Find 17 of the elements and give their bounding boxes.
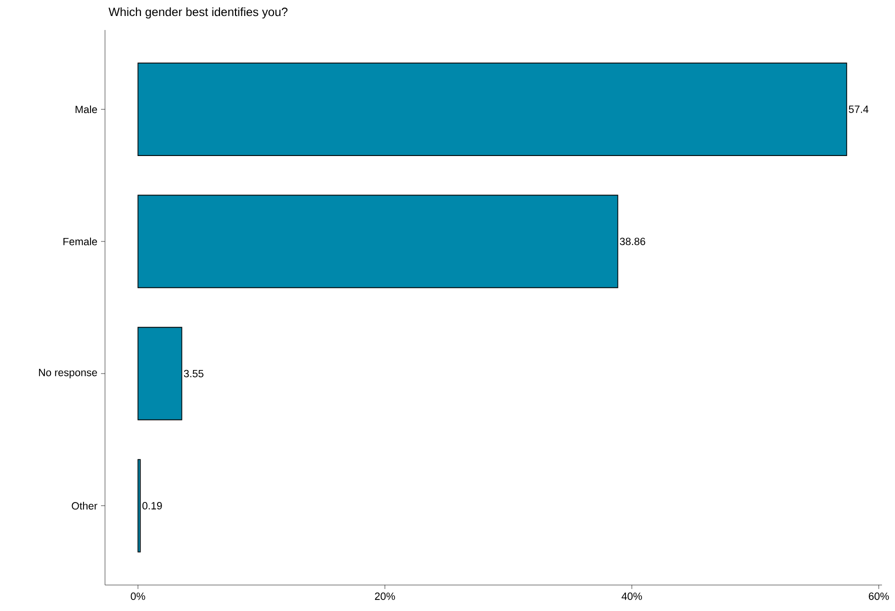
x-tick-label: 20% (374, 592, 395, 600)
bar (138, 194, 618, 288)
y-tick-label: Male (76, 105, 98, 114)
data-label: 0.19 (142, 502, 162, 510)
bar (138, 326, 182, 420)
data-label: 3.55 (184, 370, 204, 378)
bar (138, 62, 848, 156)
bar (138, 459, 141, 552)
data-label: 57.4 (848, 106, 868, 113)
chart-title: Which gender best identifies you? (108, 7, 288, 19)
y-tick-label: Other (72, 502, 98, 510)
data-label: 38.86 (620, 238, 646, 246)
x-tick-label: 60% (868, 592, 889, 600)
x-tick-label: 0% (130, 592, 146, 600)
x-tick-label: 40% (622, 592, 642, 600)
y-tick-label: No response (39, 368, 97, 378)
y-tick-label: Female (63, 238, 98, 246)
